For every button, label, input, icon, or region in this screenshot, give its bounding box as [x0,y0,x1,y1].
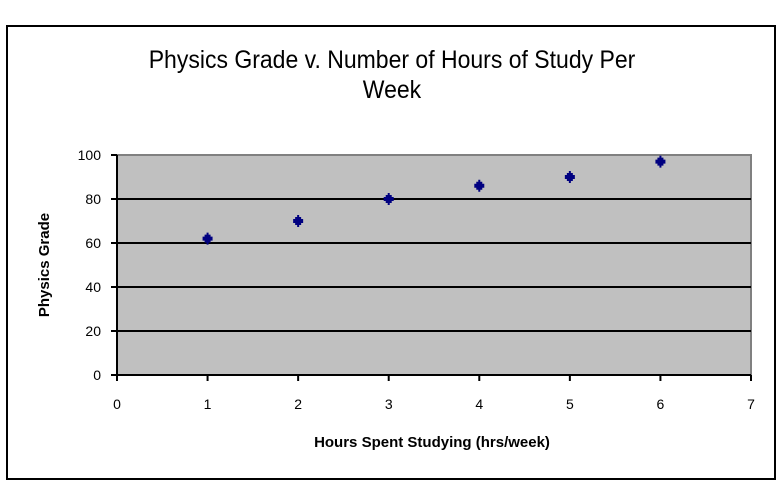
y-tick-label: 60 [85,235,101,251]
x-tick-label: 5 [566,396,574,412]
y-tick-label: 40 [85,279,101,295]
x-tick-label: 6 [657,396,665,412]
plot-background [116,154,752,376]
y-axis-label: Physics Grade [36,213,53,317]
x-tick-label: 2 [294,396,302,412]
data-points [202,155,666,245]
axes [116,155,751,381]
x-tick-label: 4 [475,396,483,412]
gridlines [117,198,751,332]
y-axis-ticks: 0 20 40 60 80 100 [78,147,117,383]
x-tick-label: 0 [113,396,121,412]
x-axis-label: Hours Spent Studying (hrs/week) [314,434,550,451]
x-tick-label: 3 [385,396,393,412]
chart-title-line-2: Week [362,76,422,104]
y-tick-label: 80 [85,191,101,207]
x-tick-label: 1 [204,396,212,412]
plot-area [116,154,752,376]
y-tick-label: 0 [93,367,101,383]
data-point [202,232,213,245]
data-point [474,179,485,192]
x-axis-ticks: 0 1 2 3 4 5 6 7 [113,375,755,412]
y-tick-label: 100 [78,147,102,163]
y-tick-label: 20 [85,323,101,339]
chart-title-line-1: Physics Grade v. Number of Hours of Stud… [148,46,636,74]
data-point [293,215,304,227]
data-point [655,155,666,168]
x-tick-label: 7 [747,396,755,412]
data-point [564,171,575,183]
chart-title: Physics Grade v. Number of Hours of Stud… [31,45,752,105]
data-point [383,193,394,205]
